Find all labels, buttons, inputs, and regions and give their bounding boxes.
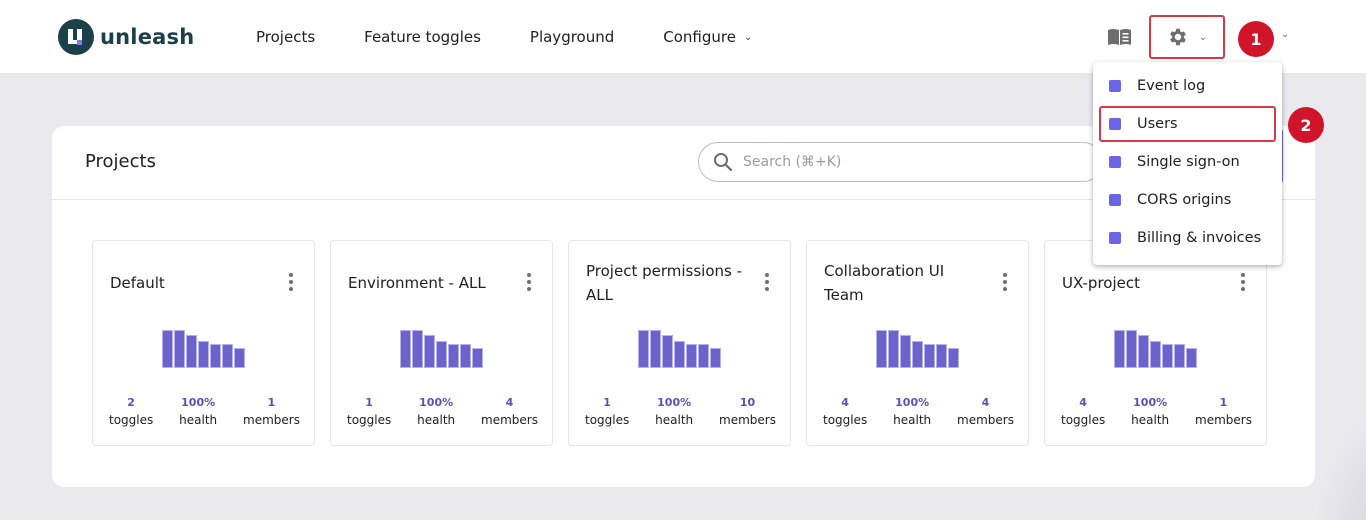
search-input[interactable] bbox=[743, 154, 1043, 170]
logo-icon bbox=[58, 19, 94, 55]
health-label: health bbox=[179, 413, 218, 427]
chevron-down-icon: ⌄ bbox=[743, 31, 753, 43]
menu-item-users[interactable]: Users bbox=[1093, 105, 1282, 143]
menu-item-label: Billing & invoices bbox=[1137, 230, 1262, 246]
square-icon bbox=[1109, 232, 1121, 244]
nav-configure-label: Configure bbox=[663, 28, 736, 46]
project-card[interactable]: Environment - ALL 1 toggles 100% health 4 m… bbox=[330, 240, 553, 446]
search-icon bbox=[714, 153, 733, 172]
project-health-icon bbox=[876, 330, 961, 368]
project-health-icon bbox=[400, 330, 485, 368]
toggles-label: toggles bbox=[1061, 413, 1106, 427]
project-card[interactable]: UX-project 4 toggles 100% health 1 members bbox=[1044, 240, 1267, 446]
settings-dropdown-menu: Event log Users Single sign-on CORS orig… bbox=[1093, 62, 1282, 265]
logo-text: unleash bbox=[100, 25, 195, 49]
toggles-count: 4 bbox=[841, 396, 849, 409]
more-options-icon[interactable] bbox=[1240, 273, 1246, 291]
health-value: 100% bbox=[419, 396, 454, 409]
members-label: members bbox=[243, 413, 300, 427]
project-health-icon bbox=[638, 330, 723, 368]
members-count: 10 bbox=[739, 396, 756, 409]
square-icon bbox=[1109, 80, 1121, 92]
nav-configure[interactable]: Configure ⌄ bbox=[663, 28, 752, 46]
project-name: Project permissions - ALL bbox=[586, 262, 742, 304]
background-decoration bbox=[1300, 380, 1366, 520]
menu-item-event-log[interactable]: Event log bbox=[1093, 67, 1282, 105]
menu-item-single-sign-on[interactable]: Single sign-on bbox=[1093, 143, 1282, 181]
menu-item-billing[interactable]: Billing & invoices bbox=[1093, 219, 1282, 257]
toggles-label: toggles bbox=[585, 413, 630, 427]
nav-projects-label: Projects bbox=[256, 28, 316, 46]
user-menu-chevron-icon[interactable]: ⌄ bbox=[1281, 29, 1290, 40]
top-nav-bar: unleash Projects Feature toggles Playgro… bbox=[0, 0, 1366, 74]
members-count: 1 bbox=[267, 396, 276, 409]
members-label: members bbox=[1195, 413, 1252, 427]
health-label: health bbox=[655, 413, 694, 427]
settings-button[interactable]: ⌄ bbox=[1149, 15, 1225, 59]
members-label: members bbox=[481, 413, 538, 427]
project-name: UX-project bbox=[1062, 274, 1140, 292]
health-value: 100% bbox=[1133, 396, 1168, 409]
book-icon[interactable] bbox=[1107, 28, 1132, 46]
menu-item-label: Users bbox=[1137, 116, 1178, 132]
project-name: Environment - ALL bbox=[348, 274, 486, 292]
project-card[interactable]: Default 2 toggles 100% health 1 members bbox=[92, 240, 315, 446]
square-icon bbox=[1109, 118, 1121, 130]
health-value: 100% bbox=[181, 396, 216, 409]
square-icon bbox=[1109, 156, 1121, 168]
more-options-icon[interactable] bbox=[526, 273, 532, 291]
health-value: 100% bbox=[895, 396, 930, 409]
toggles-count: 1 bbox=[603, 396, 611, 409]
project-name: Default bbox=[110, 274, 165, 292]
toggles-label: toggles bbox=[823, 413, 868, 427]
menu-item-label: Event log bbox=[1137, 78, 1206, 94]
toggles-count: 2 bbox=[127, 396, 135, 409]
toggles-label: toggles bbox=[347, 413, 392, 427]
project-stats: 4 toggles 100% health 1 members bbox=[1045, 395, 1266, 429]
main-nav: Projects Feature toggles Playground Conf… bbox=[256, 0, 801, 74]
step-badge-2: 2 bbox=[1288, 107, 1324, 143]
nav-playground-label: Playground bbox=[529, 28, 615, 46]
project-stats: 2 toggles 100% health 1 members bbox=[93, 395, 314, 429]
menu-item-label: Single sign-on bbox=[1137, 154, 1240, 170]
health-label: health bbox=[417, 413, 456, 427]
project-stats: 1 toggles 100% health 4 members bbox=[331, 395, 552, 429]
nav-feature-toggles[interactable]: Feature toggles bbox=[364, 28, 481, 46]
menu-item-label: CORS origins bbox=[1137, 192, 1232, 208]
members-count: 1 bbox=[1219, 396, 1228, 409]
chevron-down-icon: ⌄ bbox=[1198, 31, 1208, 43]
members-count: 4 bbox=[505, 396, 514, 409]
more-options-icon[interactable] bbox=[1002, 273, 1008, 291]
health-value: 100% bbox=[657, 396, 692, 409]
project-health-icon bbox=[162, 330, 247, 368]
nav-playground[interactable]: Playground bbox=[530, 28, 614, 46]
toggles-count: 1 bbox=[365, 396, 373, 409]
nav-projects[interactable]: Projects bbox=[256, 28, 315, 46]
members-label: members bbox=[719, 413, 776, 427]
health-label: health bbox=[1131, 413, 1170, 427]
members-label: members bbox=[957, 413, 1014, 427]
search-box[interactable] bbox=[698, 142, 1103, 182]
project-name: Collaboration UI Team bbox=[824, 262, 945, 304]
project-list: Default 2 toggles 100% health 1 members Env… bbox=[92, 240, 1282, 446]
nav-feature-toggles-label: Feature toggles bbox=[364, 28, 481, 46]
toggles-label: toggles bbox=[109, 413, 154, 427]
square-icon bbox=[1109, 194, 1121, 206]
project-stats: 1 toggles 100% health 10 members bbox=[569, 395, 790, 429]
project-card[interactable]: Collaboration UI Team 4 toggles 100% healt… bbox=[806, 240, 1029, 446]
more-options-icon[interactable] bbox=[764, 273, 770, 291]
toggles-count: 4 bbox=[1079, 396, 1087, 409]
members-count: 4 bbox=[981, 396, 990, 409]
project-stats: 4 toggles 100% health 4 members bbox=[807, 395, 1028, 429]
menu-item-cors-origins[interactable]: CORS origins bbox=[1093, 181, 1282, 219]
more-options-icon[interactable] bbox=[288, 273, 294, 291]
step-badge-1[interactable]: 1 bbox=[1238, 21, 1274, 57]
gear-icon bbox=[1169, 28, 1186, 46]
unleash-logo[interactable]: unleash bbox=[58, 19, 194, 55]
project-health-icon bbox=[1114, 330, 1199, 368]
page-title: Projects bbox=[85, 151, 156, 172]
health-label: health bbox=[893, 413, 932, 427]
project-card[interactable]: Project permissions - ALL 1 toggles 100% h… bbox=[568, 240, 791, 446]
